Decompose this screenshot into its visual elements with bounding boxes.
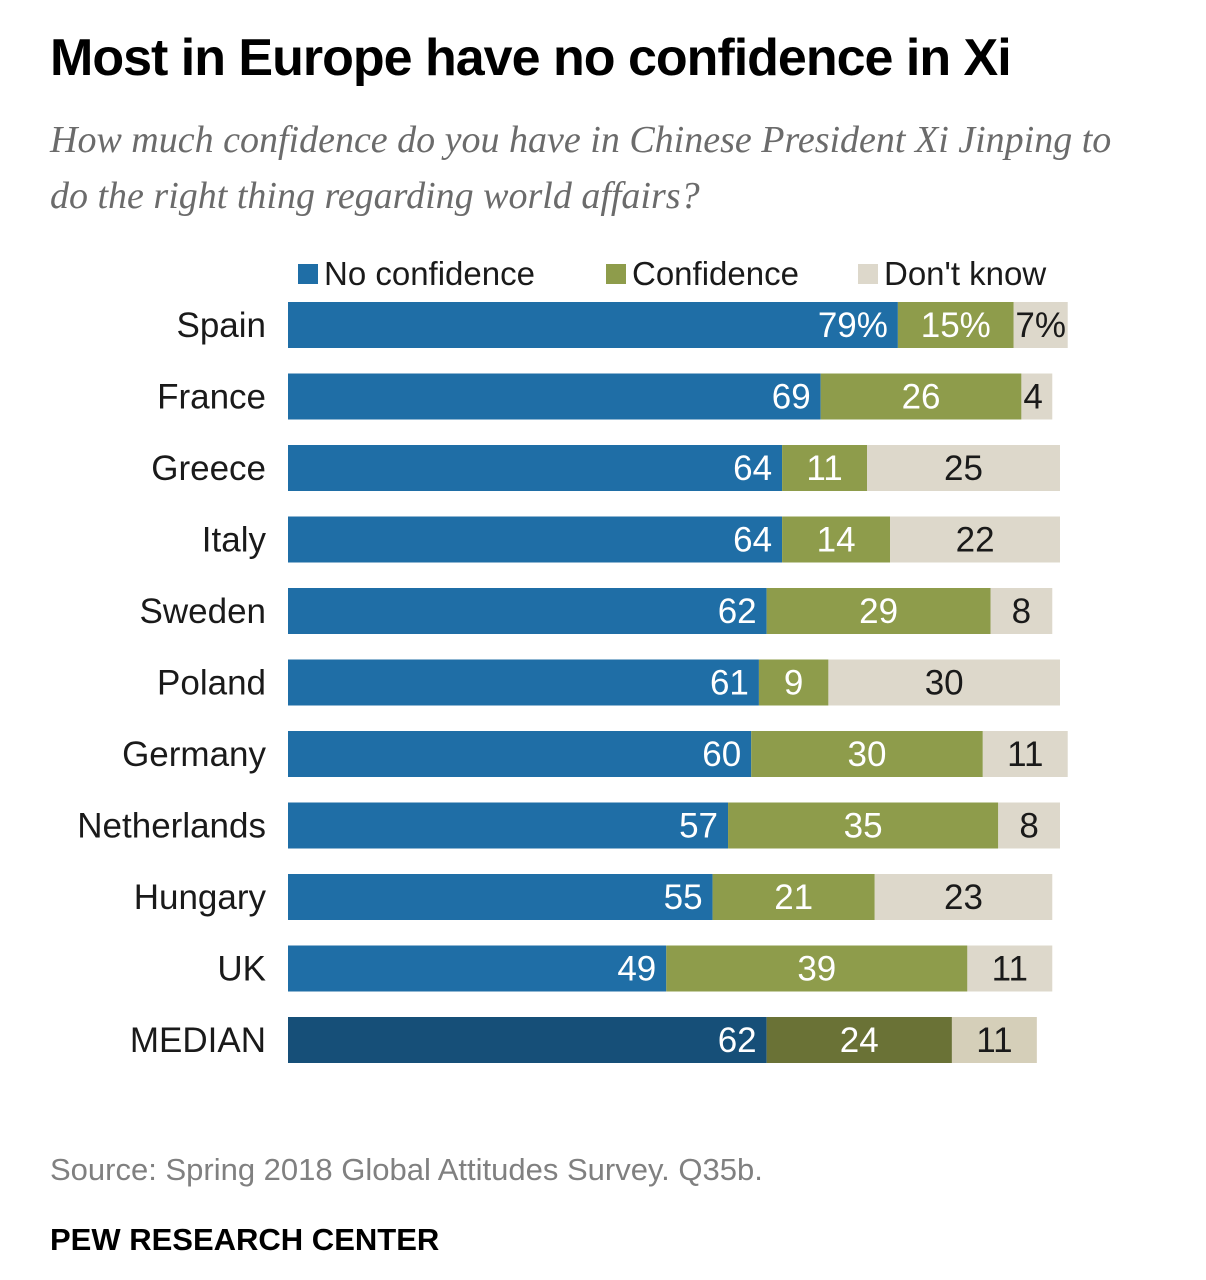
bar-segment-don-t-know-greece [867,445,1060,491]
source-note: Source: Spring 2018 Global Attitudes Sur… [50,1152,763,1187]
organization-name: PEW RESEARCH CENTER [50,1222,440,1257]
bar-segment-confidence-netherlands [728,802,999,849]
bar-segment-confidence-sweden [766,588,991,634]
category-label-poland: Poland [157,664,266,703]
bar-segment-no-confidence-poland [288,659,759,706]
bar-segment-confidence-germany [751,731,983,777]
data-label-don-t-know-italy: 22 [956,521,995,560]
legend-label-don-t-know: Don't know [884,255,1046,292]
bar-segment-confidence-poland [758,659,829,706]
bar-segment-confidence-spain [897,302,1014,348]
data-label-no-confidence-italy: 64 [733,521,772,560]
data-label-no-confidence-germany: 60 [702,735,741,774]
bar-segment-don-t-know-italy [890,516,1060,563]
bar-segment-no-confidence-sweden [288,588,767,634]
bar-segment-no-confidence-greece [288,445,783,491]
data-label-don-t-know-netherlands: 8 [1019,807,1038,846]
data-label-confidence-netherlands: 35 [844,807,883,846]
bar-segment-confidence-median [766,1017,952,1063]
data-label-confidence-median: 24 [840,1021,879,1060]
data-label-no-confidence-uk: 49 [617,950,656,989]
data-label-don-t-know-uk: 11 [992,950,1028,989]
data-label-don-t-know-hungary: 23 [944,878,983,917]
category-label-sweden: Sweden [140,592,266,631]
bar-segment-don-t-know-median [951,1017,1037,1063]
legend-swatch-no-confidence [298,264,318,284]
category-label-spain: Spain [176,306,266,345]
bar-segment-don-t-know-hungary [874,874,1053,920]
data-label-no-confidence-greece: 64 [733,449,772,488]
bar-segment-don-t-know-uk [967,945,1053,992]
data-label-don-t-know-germany: 11 [1007,735,1043,774]
bar-segment-confidence-italy [782,516,891,563]
data-label-confidence-germany: 30 [848,735,887,774]
data-label-don-t-know-france: 4 [1023,378,1042,417]
bar-segment-don-t-know-sweden [990,588,1053,634]
legend-label-no-confidence: No confidence [324,255,535,292]
data-label-don-t-know-poland: 30 [925,664,964,703]
bar-segment-don-t-know-france [1021,373,1053,420]
legend-swatch-don-t-know [858,264,878,284]
data-label-confidence-sweden: 29 [859,592,898,631]
chart-bars: Spain 79% 15% 7% France 69 26 4 Greece 64 11 25 Ital… [77,302,1068,1063]
bar-segment-confidence-uk [666,945,968,992]
bar-segment-don-t-know-poland [828,659,1060,706]
bar-segment-no-confidence-italy [288,516,783,563]
category-label-median: MEDIAN [130,1021,266,1060]
data-label-don-t-know-greece: 25 [944,449,983,488]
bar-segment-no-confidence-netherlands [288,802,729,849]
data-label-confidence-italy: 14 [817,521,856,560]
data-label-no-confidence-hungary: 55 [664,878,703,917]
category-label-france: France [157,378,266,417]
data-label-confidence-poland: 9 [784,664,803,703]
stacked-bar-chart: No confidence Confidence Don't know Spain 7… [77,255,1068,1063]
data-label-confidence-hungary: 21 [774,878,813,917]
data-label-confidence-greece: 11 [806,449,842,488]
data-label-no-confidence-sweden: 62 [718,592,757,631]
data-label-confidence-spain: 15% [921,306,991,345]
category-label-netherlands: Netherlands [77,807,266,846]
data-label-no-confidence-netherlands: 57 [679,807,718,846]
data-label-no-confidence-median: 62 [718,1021,757,1060]
bar-segment-don-t-know-netherlands [998,802,1060,849]
category-label-uk: UK [217,950,266,989]
category-label-germany: Germany [122,735,266,774]
chart-subtitle: How much confidence do you have in Chine… [50,119,1112,217]
bar-segment-no-confidence-germany [288,731,752,777]
data-label-don-t-know-spain: 7% [1015,306,1066,345]
data-label-don-t-know-median: 11 [976,1021,1012,1060]
chart-legend: No confidence Confidence Don't know [298,255,1046,292]
category-label-italy: Italy [202,521,267,560]
legend-label-confidence: Confidence [632,255,799,292]
data-label-don-t-know-sweden: 8 [1012,592,1031,631]
chart-title: Most in Europe have no confidence in Xi [50,29,1012,87]
bar-segment-confidence-france [820,373,1022,420]
legend-swatch-confidence [606,264,626,284]
data-label-confidence-france: 26 [902,378,941,417]
data-label-no-confidence-france: 69 [772,378,811,417]
bar-segment-no-confidence-median [288,1017,767,1063]
bar-segment-no-confidence-france [288,373,821,420]
bar-segment-confidence-hungary [712,874,875,920]
data-label-confidence-uk: 39 [797,950,836,989]
bar-segment-no-confidence-hungary [288,874,713,920]
bar-segment-don-t-know-germany [982,731,1068,777]
bar-segment-don-t-know-spain [1013,302,1068,348]
category-label-hungary: Hungary [134,878,267,917]
data-label-no-confidence-spain: 79% [818,306,888,345]
bar-segment-no-confidence-spain [288,302,898,348]
data-label-no-confidence-poland: 61 [710,664,749,703]
bar-segment-no-confidence-uk [288,945,667,992]
category-label-greece: Greece [151,449,266,488]
bar-segment-confidence-greece [782,445,867,491]
